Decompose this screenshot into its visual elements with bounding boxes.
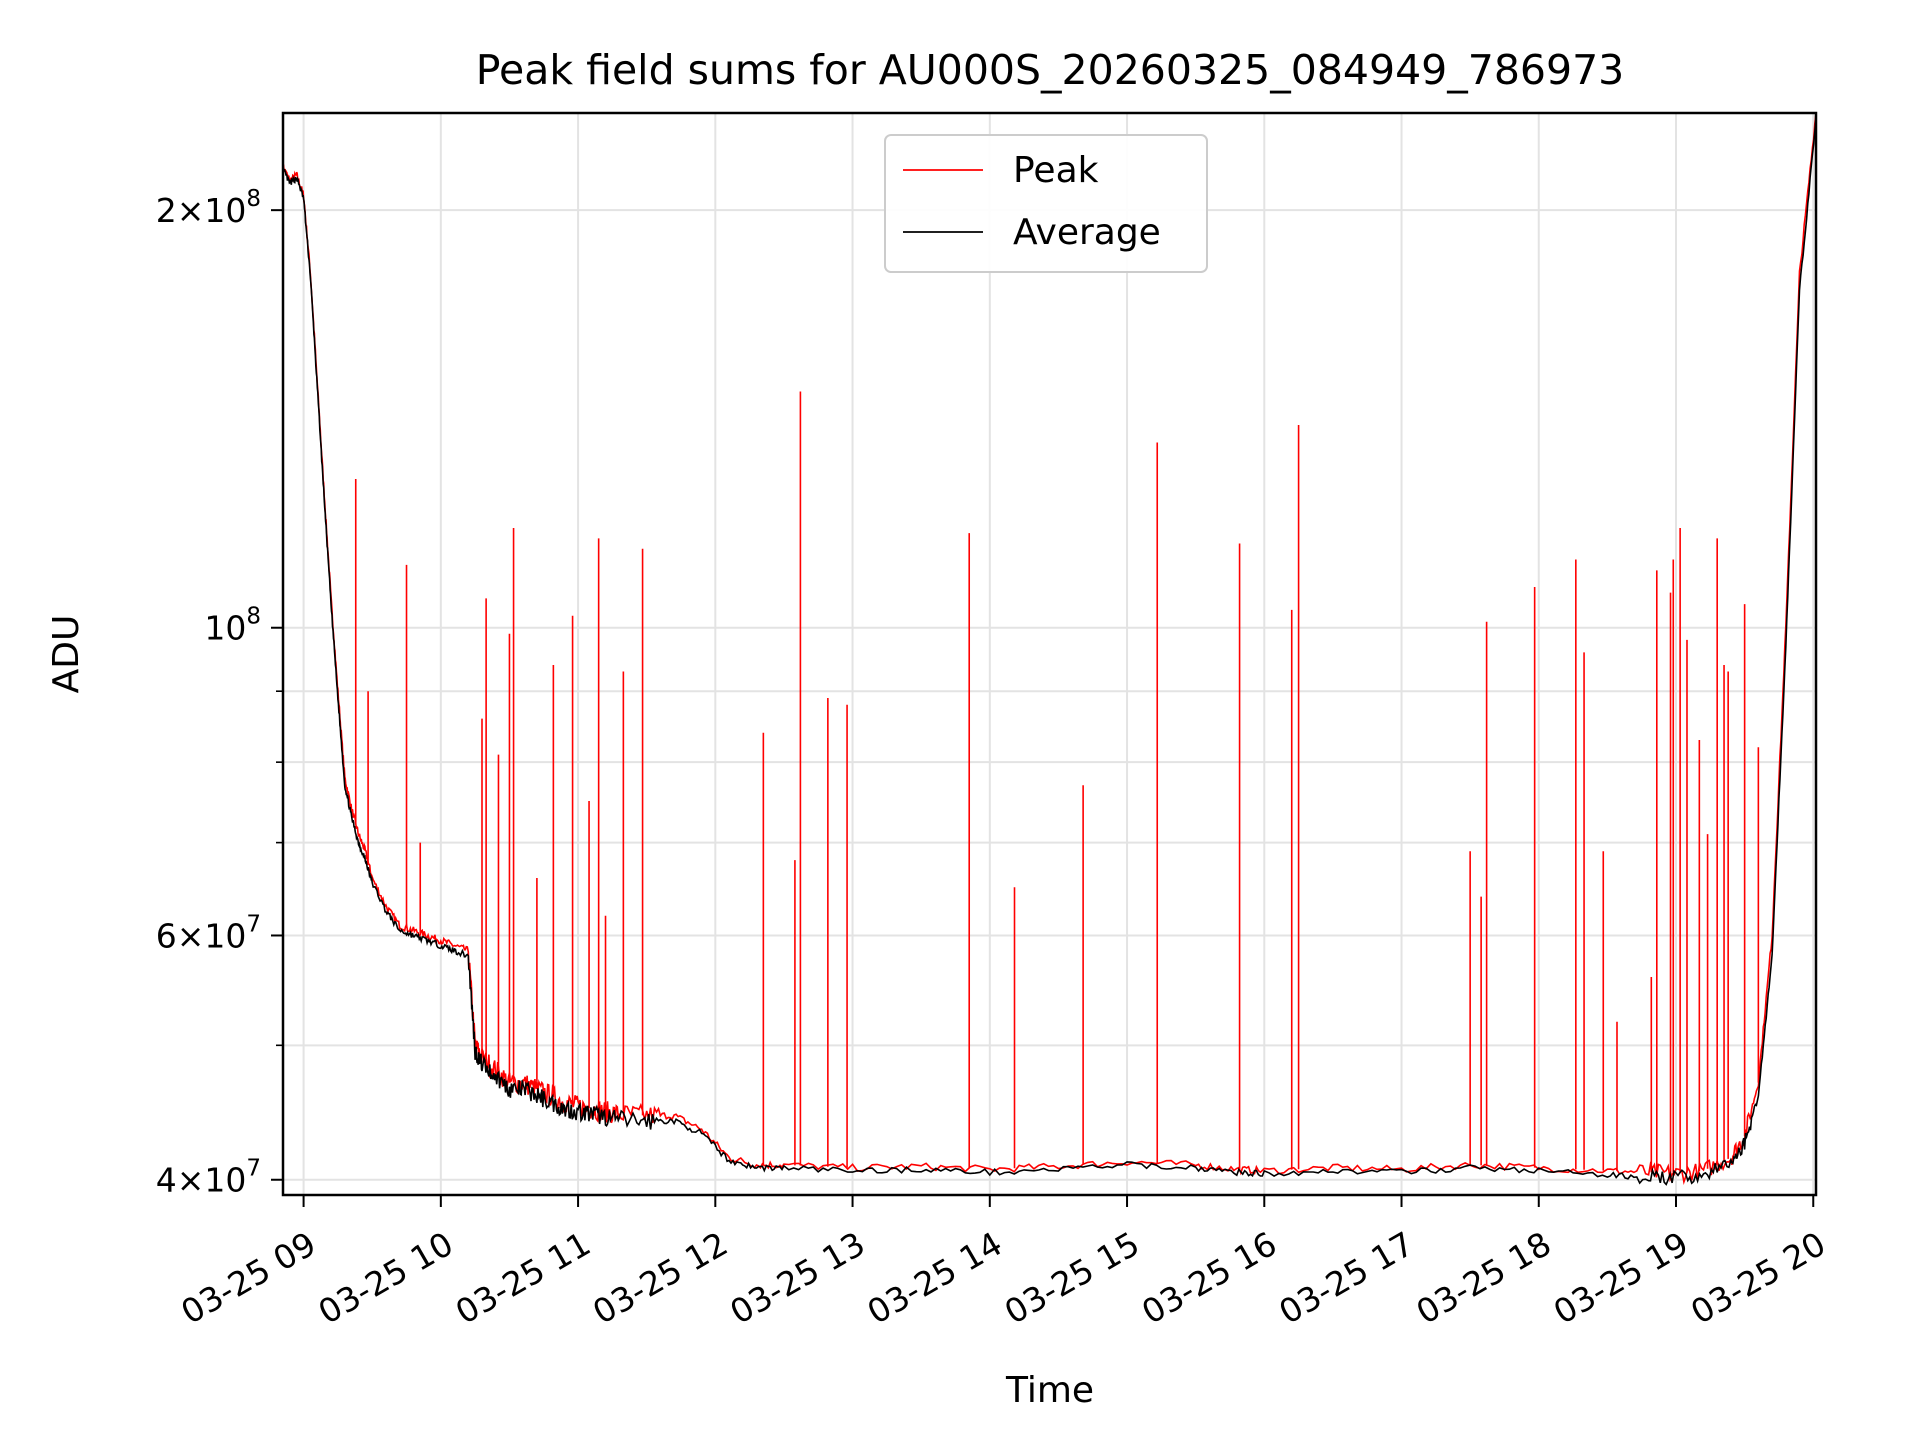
y-tick-exponent: 8 xyxy=(246,604,261,630)
grid xyxy=(283,113,1816,1195)
y-tick-mantissa: 4× xyxy=(156,1161,205,1200)
legend-label-peak: Peak xyxy=(1013,150,1099,191)
y-tick-label-3: 2×108 xyxy=(156,186,261,230)
y-tick-label-1: 6×107 xyxy=(156,911,261,955)
chart-title: Peak field sums for AU000S_20260325_0849… xyxy=(476,46,1625,94)
y-tick-exponent: 7 xyxy=(246,1156,261,1182)
y-tick-label-0: 4×107 xyxy=(156,1156,261,1200)
legend: Peak Average xyxy=(884,134,1208,273)
y-tick-base: 10 xyxy=(204,916,246,955)
y-tick-mantissa: 6× xyxy=(156,916,205,955)
y-tick-exponent: 8 xyxy=(246,186,261,212)
y-tick-mantissa: 2× xyxy=(156,191,205,230)
y-axis-label: ADU xyxy=(46,615,87,694)
y-tick-base: 10 xyxy=(204,191,246,230)
y-tick-exponent: 7 xyxy=(246,911,261,937)
y-tick-base: 10 xyxy=(204,609,246,648)
y-tick-base: 10 xyxy=(204,1161,246,1200)
y-tick-label-2: 108 xyxy=(204,604,261,648)
plot-area xyxy=(283,113,1816,1186)
plot-frame xyxy=(281,111,1818,1197)
legend-label-average: Average xyxy=(1013,212,1161,253)
series-average-line xyxy=(283,118,1816,1186)
x-axis-label: Time xyxy=(1005,1370,1094,1411)
